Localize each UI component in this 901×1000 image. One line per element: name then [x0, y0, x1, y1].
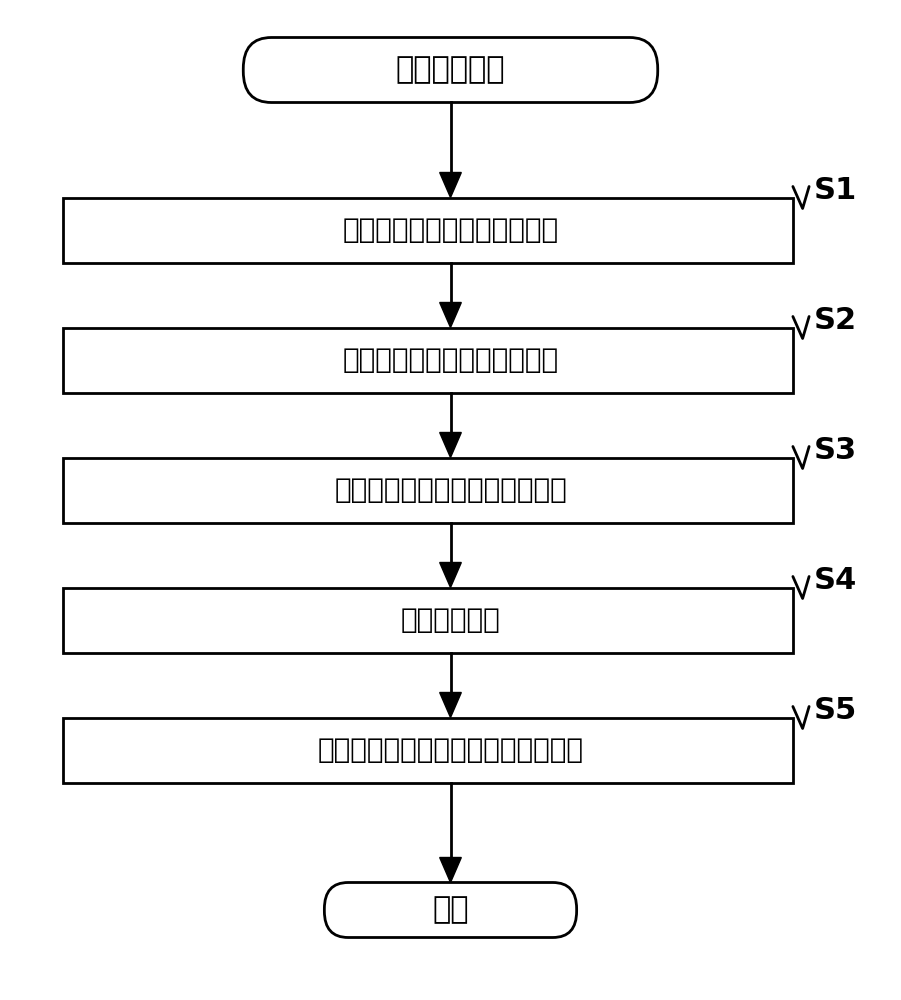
Text: 登记控制等级、控制时间、控制内容: 登记控制等级、控制时间、控制内容 — [317, 736, 584, 764]
FancyBboxPatch shape — [63, 328, 793, 392]
FancyBboxPatch shape — [63, 587, 793, 652]
Text: 初始设定处理: 初始设定处理 — [396, 55, 505, 85]
FancyBboxPatch shape — [63, 198, 793, 262]
Text: S1: S1 — [814, 176, 857, 205]
Polygon shape — [440, 302, 461, 328]
Text: S2: S2 — [814, 306, 857, 335]
Polygon shape — [440, 562, 461, 587]
Polygon shape — [440, 432, 461, 458]
Text: 登记平面图信息、显示平面图: 登记平面图信息、显示平面图 — [342, 346, 559, 374]
Text: 配置空调设备（室内机）的图标: 配置空调设备（室内机）的图标 — [334, 476, 567, 504]
Text: S4: S4 — [814, 566, 857, 595]
Text: S5: S5 — [814, 696, 857, 725]
Text: S3: S3 — [814, 436, 857, 465]
Text: 登记区段信息: 登记区段信息 — [401, 606, 500, 634]
Text: 登记连接信息、各种设定数据: 登记连接信息、各种设定数据 — [342, 216, 559, 244]
FancyBboxPatch shape — [324, 882, 577, 938]
Polygon shape — [440, 692, 461, 718]
FancyBboxPatch shape — [63, 458, 793, 522]
Polygon shape — [440, 172, 461, 198]
FancyBboxPatch shape — [243, 37, 658, 102]
FancyBboxPatch shape — [63, 718, 793, 782]
Polygon shape — [440, 857, 461, 882]
Text: 结束: 结束 — [432, 896, 469, 924]
